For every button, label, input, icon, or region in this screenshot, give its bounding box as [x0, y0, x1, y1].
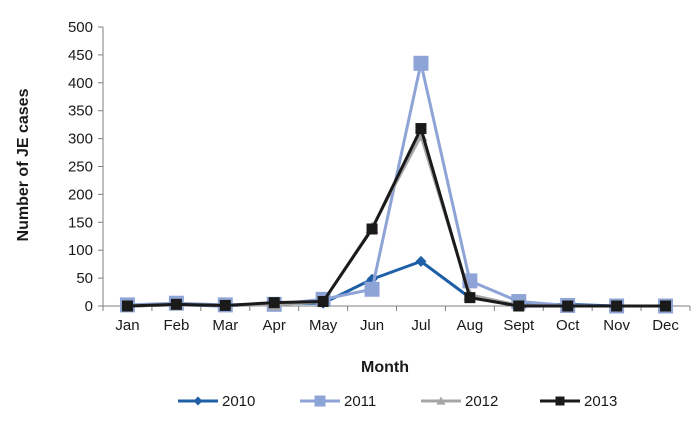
data-point-2013: [513, 300, 525, 312]
x-tick-label: Apr: [263, 317, 286, 334]
x-tick-label: Dec: [652, 317, 679, 334]
x-tick-label: Mar: [212, 317, 238, 334]
data-point-2013: [268, 297, 280, 309]
y-tick-label: 200: [68, 186, 93, 203]
legend-item-2010: 2010: [178, 393, 255, 410]
legend-marker-2013: [555, 396, 565, 406]
data-point-2013: [464, 292, 476, 304]
legend-item-2013: 2013: [540, 393, 617, 410]
legend-marker-2010: [193, 396, 203, 406]
legend-label-2012: 2012: [465, 393, 498, 410]
legend-label-2011: 2011: [344, 393, 376, 410]
legend-item-2012: 2012: [421, 393, 498, 410]
y-tick-label: 350: [68, 103, 93, 120]
legend-marker-2012: [436, 396, 446, 405]
x-tick-label: Sept: [503, 317, 535, 334]
data-point-2013: [366, 223, 378, 235]
x-tick-label: Aug: [457, 317, 484, 334]
series-line-2012: [127, 134, 666, 308]
data-point-2011: [413, 55, 429, 71]
data-point-2011: [364, 281, 380, 297]
y-tick-label: 300: [68, 131, 93, 148]
data-point-2013: [121, 300, 133, 312]
series-line-2013: [127, 127, 666, 308]
axes-layer: 0 50 100 150 200 250 300 350 400 450 500 Jan Feb Mar A…: [68, 19, 691, 334]
y-tick-label: 0: [85, 298, 93, 315]
x-tick-label: Oct: [556, 317, 580, 334]
series-layer: [119, 55, 674, 314]
x-axis-title: Month: [361, 359, 409, 376]
y-tick-label: 450: [68, 47, 93, 64]
series-2013: [121, 123, 672, 312]
series-2012: [120, 129, 673, 312]
legend-label-2013: 2013: [584, 393, 617, 410]
x-tick-label: Jul: [411, 317, 430, 334]
y-tick-label: 400: [68, 75, 93, 92]
data-point-2013: [415, 123, 427, 135]
y-tick-label: 500: [68, 19, 93, 36]
legend-item-2011: 2011: [300, 393, 376, 410]
x-tick-label: May: [309, 317, 338, 334]
data-point-2013: [317, 296, 329, 308]
legend-label-2010: 2010: [222, 393, 255, 410]
x-tick-label: Feb: [163, 317, 189, 334]
y-tick-label: 250: [68, 159, 93, 176]
series-line-2010: [127, 259, 666, 308]
data-point-2013: [562, 300, 574, 312]
data-point-2013: [611, 300, 623, 312]
data-point-2010: [415, 255, 427, 267]
legend: 2010 2011 2012 2013: [178, 393, 617, 410]
y-tick-label: 150: [68, 214, 93, 231]
data-point-2013: [219, 299, 231, 311]
data-point-2013: [170, 298, 182, 310]
x-tick-label: Nov: [603, 317, 630, 334]
x-tick-label: Jan: [115, 317, 139, 334]
y-tick-label: 100: [68, 242, 93, 259]
y-axis-title: Number of JE cases: [15, 88, 32, 241]
legend-marker-2011: [314, 395, 326, 407]
y-tick-label: 50: [76, 270, 93, 287]
x-tick-label: Jun: [360, 317, 384, 334]
data-point-2013: [660, 300, 672, 312]
